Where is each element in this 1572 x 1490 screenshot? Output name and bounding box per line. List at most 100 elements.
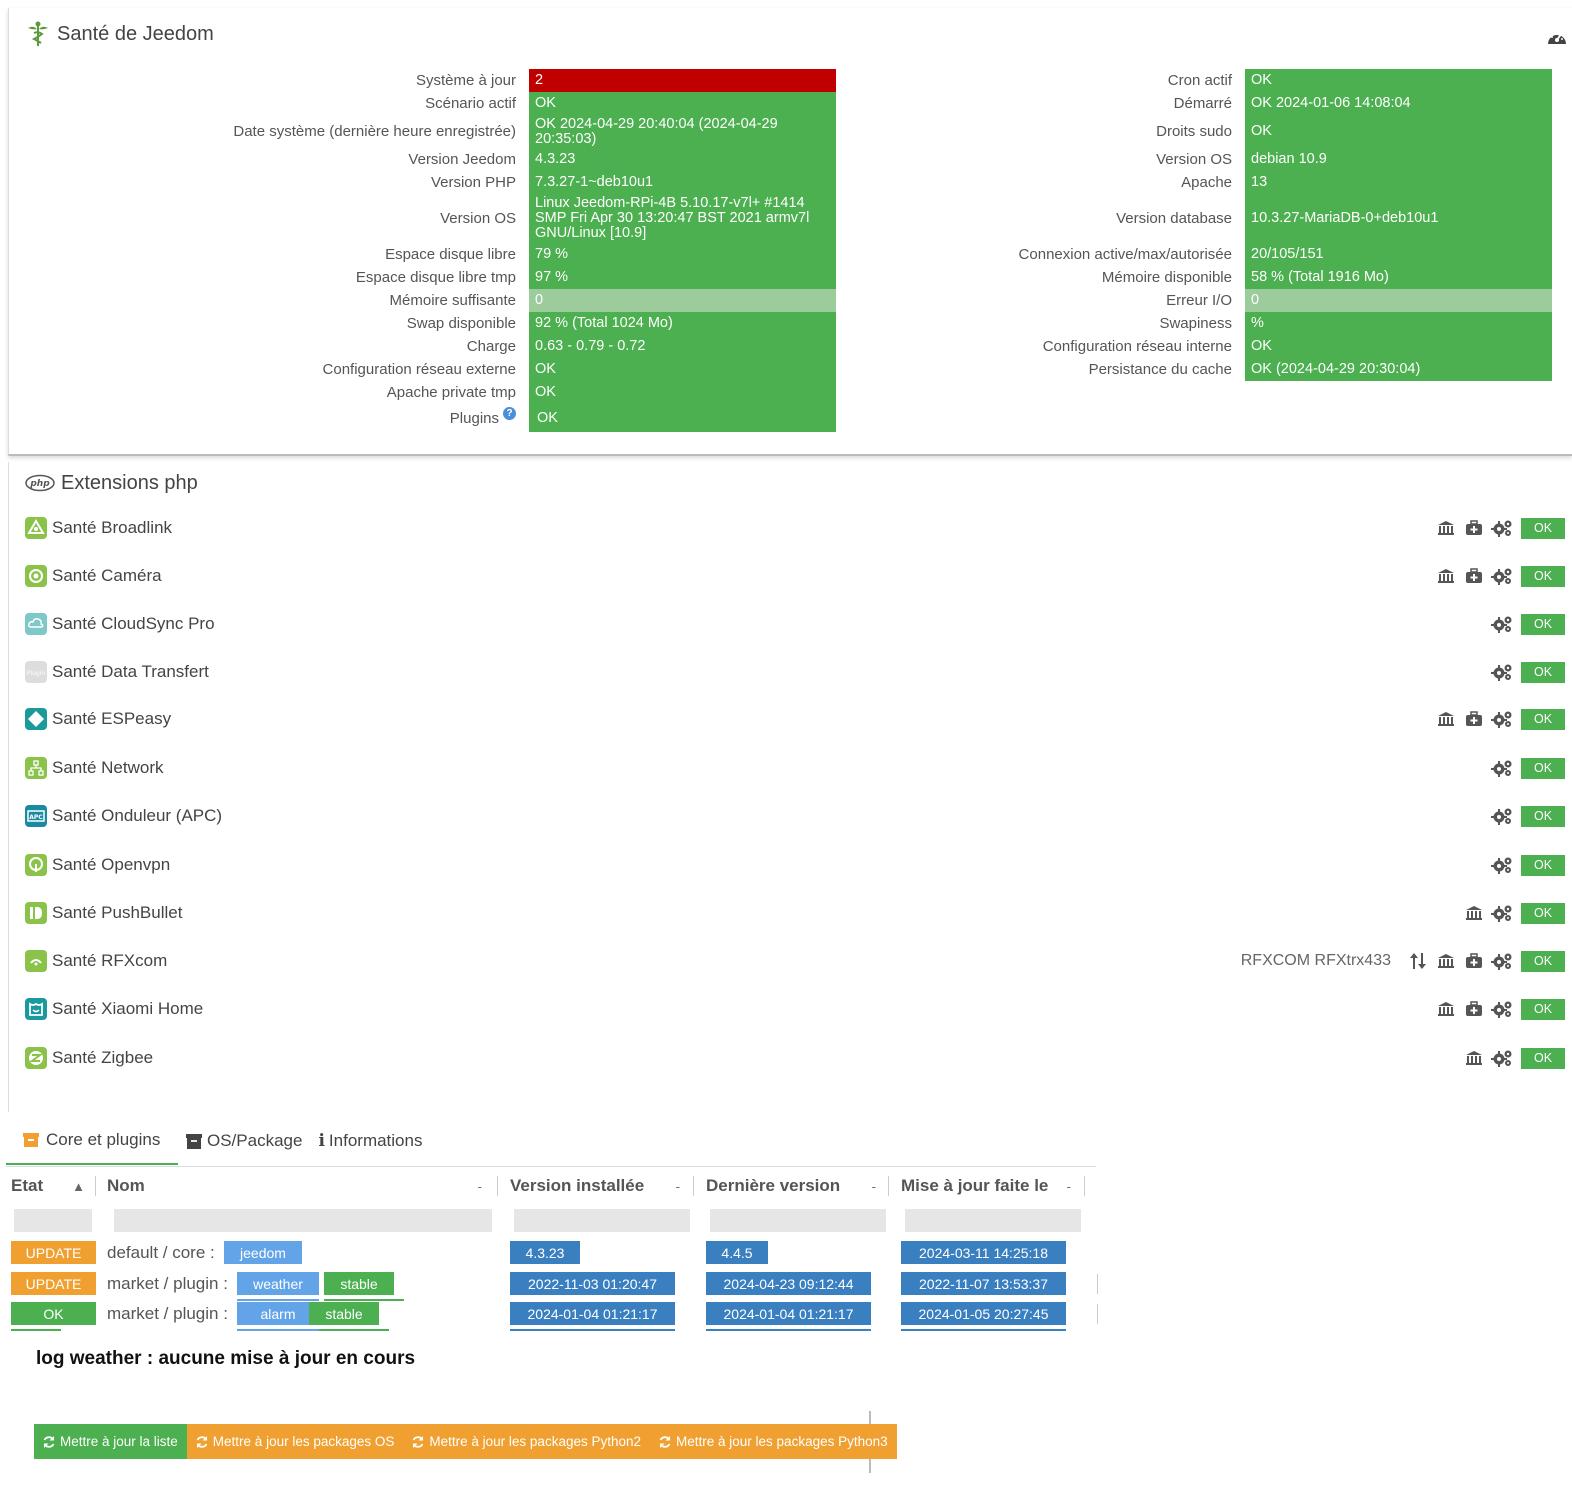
plugin-row: Santé PushBullet OK [25, 899, 1565, 927]
underline [11, 1329, 61, 1331]
health-label: Mémoire suffisante [389, 292, 516, 309]
col-derniere-version-label: Dernière version [706, 1176, 841, 1195]
medkit-icon[interactable] [1463, 518, 1485, 538]
medkit-icon[interactable] [1463, 951, 1485, 971]
cogs-icon[interactable] [1491, 662, 1513, 682]
espeasy-icon [25, 708, 47, 730]
plugin-name[interactable]: Santé Openvpn [52, 855, 171, 874]
dashboard-gauge-icon[interactable] [1546, 28, 1568, 46]
tab-informations-label: Informations [328, 1131, 423, 1150]
info-icon: i [318, 1131, 325, 1151]
plugin-name[interactable]: Santé PushBullet [52, 903, 183, 922]
broadlink-icon [25, 517, 47, 539]
plugin-info: RFXCOM RFXtrx433 [1240, 952, 1391, 969]
cogs-icon[interactable] [1491, 1048, 1513, 1068]
col-separator [1084, 1176, 1085, 1196]
col-separator [1097, 1304, 1098, 1324]
cogs-icon[interactable] [1491, 758, 1513, 778]
plugin-name-badge[interactable]: jeedom [224, 1241, 302, 1264]
bank-icon[interactable] [1435, 566, 1457, 586]
plugin-name[interactable]: Santé RFXcom [52, 951, 168, 970]
tab-informations[interactable]: i Informations [308, 1117, 430, 1165]
bank-icon[interactable] [1463, 1048, 1485, 1068]
col-version-installee[interactable]: Version installée - [510, 1172, 690, 1200]
plugin-name[interactable]: Santé Onduleur (APC) [52, 806, 223, 825]
health-row: Version OS Linux Jeedom-RPi-4B 5.10.17-v7… [9, 194, 836, 243]
filter-derniere-version-input[interactable] [710, 1209, 886, 1232]
plugin-status-badge: OK [1521, 661, 1565, 683]
medkit-icon[interactable] [1463, 999, 1485, 1019]
cogs-icon[interactable] [1491, 903, 1513, 923]
tab-os-package[interactable]: OS/Package [178, 1117, 308, 1165]
health-row: Mémoire suffisante 0 [9, 289, 836, 312]
xiaomi-icon [25, 998, 47, 1020]
col-nom[interactable]: Nom - [107, 1172, 492, 1200]
source-label: market / plugin : [107, 1303, 228, 1323]
cogs-icon[interactable] [1491, 518, 1513, 538]
tab-core-plugins[interactable]: Core et plugins [6, 1117, 178, 1165]
php-icon: php [25, 470, 55, 496]
sort-asc-icon[interactable]: ▲ [72, 1178, 85, 1194]
cogs-icon[interactable] [1491, 614, 1513, 634]
extensions-panel: php Extensions php Santé Broadlink OK Sant… [8, 462, 1572, 1112]
help-icon[interactable]: ? [503, 406, 516, 420]
plugin-row: Santé RFXcom RFXCOM RFXtrx433 OK [25, 947, 1565, 975]
network-icon [25, 757, 47, 779]
bank-icon[interactable] [1463, 903, 1485, 923]
col-derniere-version[interactable]: Dernière version - [706, 1172, 886, 1200]
bank-icon[interactable] [1435, 709, 1457, 729]
health-row: Version OS debian 10.9 [725, 148, 1552, 171]
plugin-name[interactable]: Santé Xiaomi Home [52, 999, 204, 1018]
medkit-icon[interactable] [1463, 566, 1485, 586]
svg-text:Plugin: Plugin [27, 670, 46, 677]
cogs-icon[interactable] [1491, 566, 1513, 586]
filter-version-installee-input[interactable] [514, 1209, 690, 1232]
plugin-name[interactable]: Santé CloudSync Pro [52, 614, 215, 633]
installed-version-badge: 2024-01-04 01:21:17 [510, 1302, 675, 1325]
plugin-name[interactable]: Santé Caméra [52, 566, 162, 585]
cogs-icon[interactable] [1491, 999, 1513, 1019]
plugin-row: Plugin Santé Data Transfert OK [25, 658, 1565, 686]
health-value: OK [1245, 335, 1552, 358]
plugin-row: Santé Network OK [25, 754, 1565, 782]
underline [309, 1329, 389, 1331]
sort-none-icon[interactable]: - [477, 1178, 482, 1194]
plugin-name[interactable]: Santé Zigbee [52, 1048, 154, 1067]
health-row: Plugins? OK [9, 404, 836, 432]
col-mise-a-jour[interactable]: Mise à jour faite le - [901, 1172, 1081, 1200]
update-python3-packages-button[interactable]: Mettre à jour les packages Python3 [650, 1424, 897, 1459]
health-value: 2 [529, 69, 836, 92]
plugin-name[interactable]: Santé ESPeasy [52, 709, 172, 728]
filter-mise-a-jour-input[interactable] [905, 1209, 1081, 1232]
filter-nom-input[interactable] [114, 1209, 492, 1232]
plugin-name[interactable]: Santé Network [52, 758, 164, 777]
medkit-icon[interactable] [1463, 709, 1485, 729]
plugin-name[interactable]: Santé Data Transfert [52, 662, 209, 681]
cogs-icon[interactable] [1491, 709, 1513, 729]
sort-none-icon[interactable]: - [675, 1178, 680, 1194]
col-etat[interactable]: Etat ▲ [11, 1172, 91, 1200]
extensions-title: php Extensions php [25, 470, 198, 496]
sort-none-icon[interactable]: - [1066, 1178, 1071, 1194]
button-label: Mettre à jour les packages OS [212, 1434, 395, 1449]
update-os-packages-button[interactable]: Mettre à jour les packages OS [186, 1424, 404, 1459]
plugin-name-badge[interactable]: alarm [237, 1302, 319, 1325]
underline [901, 1329, 1066, 1331]
bank-icon[interactable] [1435, 999, 1457, 1019]
plugin-name-badge[interactable]: weather [237, 1272, 319, 1295]
tab-underline [6, 1166, 1096, 1167]
cogs-icon[interactable] [1491, 855, 1513, 875]
bank-icon[interactable] [1435, 951, 1457, 971]
cogs-icon[interactable] [1491, 806, 1513, 826]
update-list-button[interactable]: Mettre à jour la liste [34, 1424, 187, 1459]
update-python2-packages-button[interactable]: Mettre à jour les packages Python2 [403, 1424, 651, 1459]
sort-none-icon[interactable]: - [871, 1178, 876, 1194]
cogs-icon[interactable] [1491, 951, 1513, 971]
health-value: OK [529, 358, 836, 381]
health-value: 0.63 - 0.79 - 0.72 [529, 335, 836, 358]
bank-icon[interactable] [1435, 518, 1457, 538]
sort-icon[interactable] [1407, 951, 1429, 971]
filter-etat-input[interactable] [14, 1209, 92, 1232]
health-label: Scénario actif [425, 95, 516, 112]
plugin-name[interactable]: Santé Broadlink [52, 518, 173, 537]
